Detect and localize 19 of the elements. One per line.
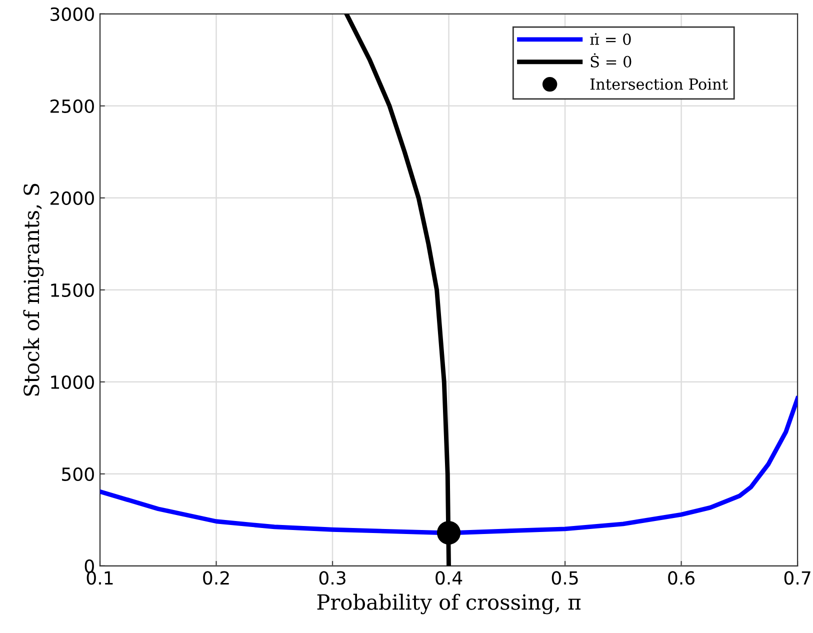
y-tick-label: 2500 [50,99,94,114]
legend-label: Ṡ = 0 [590,53,632,68]
x-tick-label: 0.2 [203,571,229,585]
x-tick-label: 0.6 [668,571,695,585]
y-axis-title: Stock of migrants, S [23,184,44,396]
y-tick-label: 1000 [51,375,94,390]
x-tick-label: 0.7 [784,571,810,585]
legend-label: Intersection Point [590,78,728,90]
y-tick-label: 2000 [50,191,94,206]
line-series [100,396,798,536]
x-axis-title: Probability of crossing, π [317,594,581,614]
y-tick-label: 3000 [50,7,94,22]
x-tick-label: 0.5 [552,571,578,585]
y-tick-label: 500 [62,467,94,482]
x-tick-label: 0.3 [319,571,346,585]
y-tick-label: 1500 [51,283,94,298]
x-tick-label: 0.1 [86,571,113,585]
legend-label: π̇ = 0 [590,33,631,46]
x-tick-label: 0.4 [436,571,462,585]
